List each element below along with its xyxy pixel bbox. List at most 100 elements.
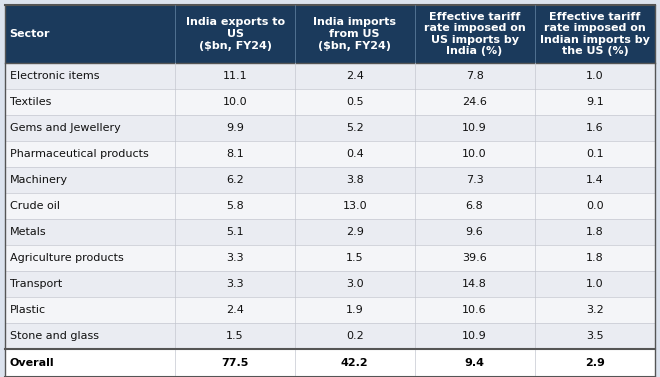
Bar	[295, 349, 414, 377]
Bar	[5, 5, 176, 63]
Text: 9.6: 9.6	[466, 227, 484, 237]
Text: Agriculture products: Agriculture products	[10, 253, 124, 263]
Text: 1.6: 1.6	[586, 123, 604, 133]
Text: 3.2: 3.2	[586, 305, 604, 315]
Bar	[295, 245, 414, 271]
Text: 0.4: 0.4	[346, 149, 364, 159]
Text: 24.6: 24.6	[462, 97, 487, 107]
Bar	[5, 323, 176, 349]
Bar	[414, 5, 535, 63]
Text: 13.0: 13.0	[343, 201, 367, 211]
Text: Pharmaceutical products: Pharmaceutical products	[10, 149, 149, 159]
Text: Effective tariff
rate imposed on
US imports by
India (%): Effective tariff rate imposed on US impo…	[424, 12, 525, 57]
Text: Stone and glass: Stone and glass	[10, 331, 99, 341]
Bar	[414, 167, 535, 193]
Bar	[295, 323, 414, 349]
Text: 77.5: 77.5	[221, 358, 249, 368]
Bar	[414, 89, 535, 115]
Bar	[176, 297, 295, 323]
Text: 6.8: 6.8	[466, 201, 484, 211]
Text: 9.9: 9.9	[226, 123, 244, 133]
Bar	[535, 245, 655, 271]
Text: 9.1: 9.1	[586, 97, 604, 107]
Text: 8.1: 8.1	[226, 149, 244, 159]
Text: Crude oil: Crude oil	[10, 201, 60, 211]
Bar	[295, 5, 414, 63]
Bar	[5, 115, 176, 141]
Bar	[176, 219, 295, 245]
Bar	[535, 5, 655, 63]
Text: 1.8: 1.8	[586, 253, 604, 263]
Text: 10.0: 10.0	[223, 97, 248, 107]
Text: Sector: Sector	[9, 29, 50, 39]
Text: 3.0: 3.0	[346, 279, 364, 289]
Bar	[5, 167, 176, 193]
Text: 2.4: 2.4	[346, 71, 364, 81]
Text: India exports to
US
($bn, FY24): India exports to US ($bn, FY24)	[185, 17, 284, 51]
Bar	[414, 245, 535, 271]
Text: 3.3: 3.3	[226, 253, 244, 263]
Bar	[414, 349, 535, 377]
Bar	[295, 141, 414, 167]
Bar	[5, 349, 176, 377]
Text: Gems and Jewellery: Gems and Jewellery	[10, 123, 121, 133]
Text: 14.8: 14.8	[462, 279, 487, 289]
Text: 7.8: 7.8	[466, 71, 484, 81]
Bar	[535, 297, 655, 323]
Text: 5.1: 5.1	[226, 227, 244, 237]
Bar	[176, 141, 295, 167]
Bar	[176, 167, 295, 193]
Text: 5.2: 5.2	[346, 123, 364, 133]
Text: 1.5: 1.5	[226, 331, 244, 341]
Bar	[414, 63, 535, 89]
Bar	[176, 349, 295, 377]
Bar	[535, 323, 655, 349]
Bar	[414, 297, 535, 323]
Text: Textiles: Textiles	[10, 97, 51, 107]
Text: 42.2: 42.2	[341, 358, 368, 368]
Bar	[414, 141, 535, 167]
Text: 3.5: 3.5	[586, 331, 604, 341]
Text: Metals: Metals	[10, 227, 47, 237]
Bar	[295, 271, 414, 297]
Text: 9.4: 9.4	[465, 358, 484, 368]
Bar	[176, 115, 295, 141]
Text: 2.4: 2.4	[226, 305, 244, 315]
Bar	[295, 297, 414, 323]
Text: 0.2: 0.2	[346, 331, 364, 341]
Text: 1.8: 1.8	[586, 227, 604, 237]
Bar	[414, 115, 535, 141]
Text: 39.6: 39.6	[462, 253, 487, 263]
Bar	[295, 219, 414, 245]
Text: 0.0: 0.0	[586, 201, 604, 211]
Bar	[295, 63, 414, 89]
Bar	[176, 323, 295, 349]
Bar	[5, 141, 176, 167]
Bar	[176, 245, 295, 271]
Bar	[535, 115, 655, 141]
Text: Plastic: Plastic	[10, 305, 46, 315]
Text: Electronic items: Electronic items	[10, 71, 100, 81]
Bar	[535, 63, 655, 89]
Bar	[535, 349, 655, 377]
Text: 1.4: 1.4	[586, 175, 604, 185]
Text: 1.5: 1.5	[346, 253, 364, 263]
Bar	[535, 167, 655, 193]
Bar	[176, 5, 295, 63]
Bar	[414, 271, 535, 297]
Text: 3.3: 3.3	[226, 279, 244, 289]
Bar	[414, 193, 535, 219]
Text: 2.9: 2.9	[346, 227, 364, 237]
Text: 1.9: 1.9	[346, 305, 364, 315]
Text: Machinery: Machinery	[10, 175, 68, 185]
Bar	[535, 271, 655, 297]
Bar	[295, 167, 414, 193]
Text: 2.9: 2.9	[585, 358, 605, 368]
Bar	[414, 219, 535, 245]
Text: Transport: Transport	[10, 279, 62, 289]
Text: Overall: Overall	[10, 358, 55, 368]
Bar	[535, 219, 655, 245]
Bar	[176, 193, 295, 219]
Bar	[535, 89, 655, 115]
Text: 3.8: 3.8	[346, 175, 364, 185]
